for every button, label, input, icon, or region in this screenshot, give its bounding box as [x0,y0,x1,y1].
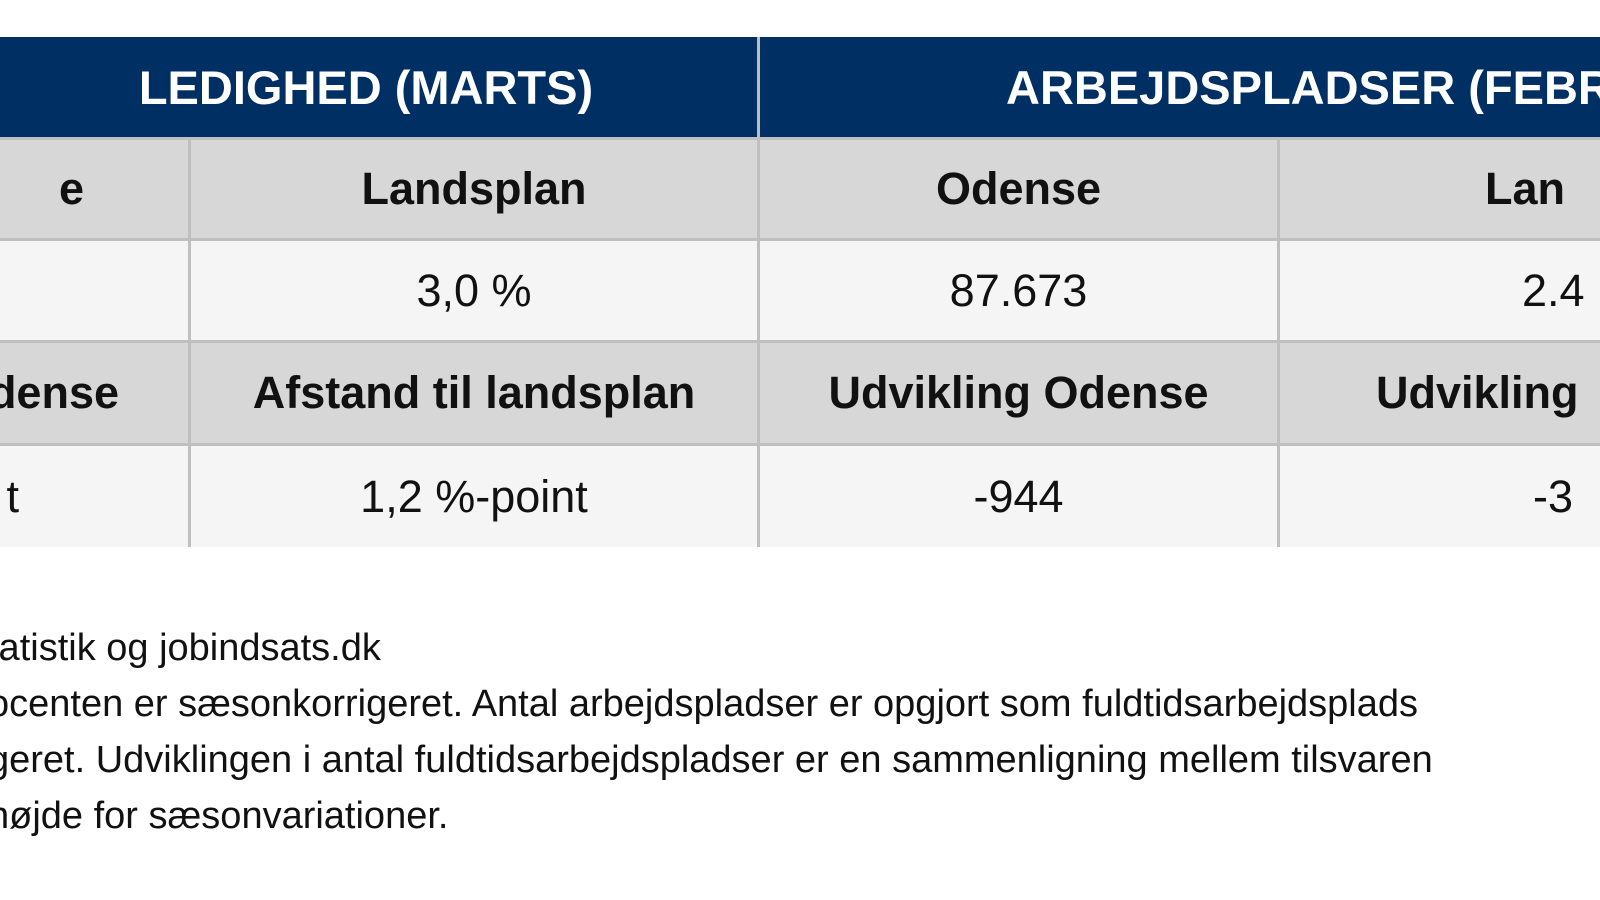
row-1-col-4: Lan [1280,140,1600,238]
odense-jobs-value: 87.673 [949,264,1088,316]
odense-development-value: -944 [973,470,1064,522]
odense-header: Odense [935,163,1102,214]
source-note: tatistik og jobindsats.dk [0,627,381,669]
row-2-col-3: 87.673 [760,241,1277,340]
row-2-col-4: 2.4 [1280,241,1600,340]
row-2-col-1 [0,241,188,340]
odense-comparison-label: dense [0,367,119,418]
method-note-line-1: ocenten er sæsonkorrigeret. Antal arbejd… [0,683,1419,725]
national-development-value: -3 [1533,470,1574,522]
row-3-col-3: Udvikling Odense [760,343,1277,443]
method-note-line-3: højde for sæsonvariationer. [0,795,449,837]
row-3-col-2: Afstand til landsplan [191,343,757,443]
table-notes: tatistik og jobindsats.dk ocenten er sæs… [0,620,1600,844]
jobs-header-text: ARBEJDSPLADSER (FEBRU [1006,60,1600,114]
row-3-col-1: dense [0,343,188,443]
national-jobs-value: 2.4 [1522,264,1585,316]
national-development-label: Udvikling [1376,367,1579,418]
row-4-col-2: 1,2 %-point [191,446,757,547]
row-1-col-2: Landsplan [191,140,757,238]
landsplan-jobs-header: Lan [1485,163,1566,214]
row-4-col-1-text: t [6,470,19,522]
row-1-col-3: Odense [760,140,1277,238]
distance-to-national-label: Afstand til landsplan [252,367,696,418]
unemployment-header-text: LEDIGHED (MARTS) [138,60,594,114]
row-2-col-2: 3,0 % [191,241,757,340]
distance-to-national-value: 1,2 %-point [360,470,588,522]
landsplan-header: Landsplan [361,163,587,214]
row-1-col-1-text: e [58,163,85,214]
method-note-line-2: geret. Udviklingen i antal fuldtidsarbej… [0,739,1433,781]
row-3-col-4: Udvikling [1280,343,1600,443]
row-4-col-3: -944 [760,446,1277,547]
national-unemployment-value: 3,0 % [416,264,532,316]
jobs-header: ARBEJDSPLADSER (FEBRU [760,37,1600,137]
unemployment-header: LEDIGHED (MARTS) [0,37,757,137]
row-1-col-1: e [0,140,188,238]
row-4-col-1: t [0,446,188,547]
row-4-col-4: -3 [1280,446,1600,547]
odense-development-label: Udvikling Odense [828,367,1209,418]
labour-market-table: LEDIGHED (MARTS) ARBEJDSPLADSER (FEBRU e… [0,37,1600,547]
